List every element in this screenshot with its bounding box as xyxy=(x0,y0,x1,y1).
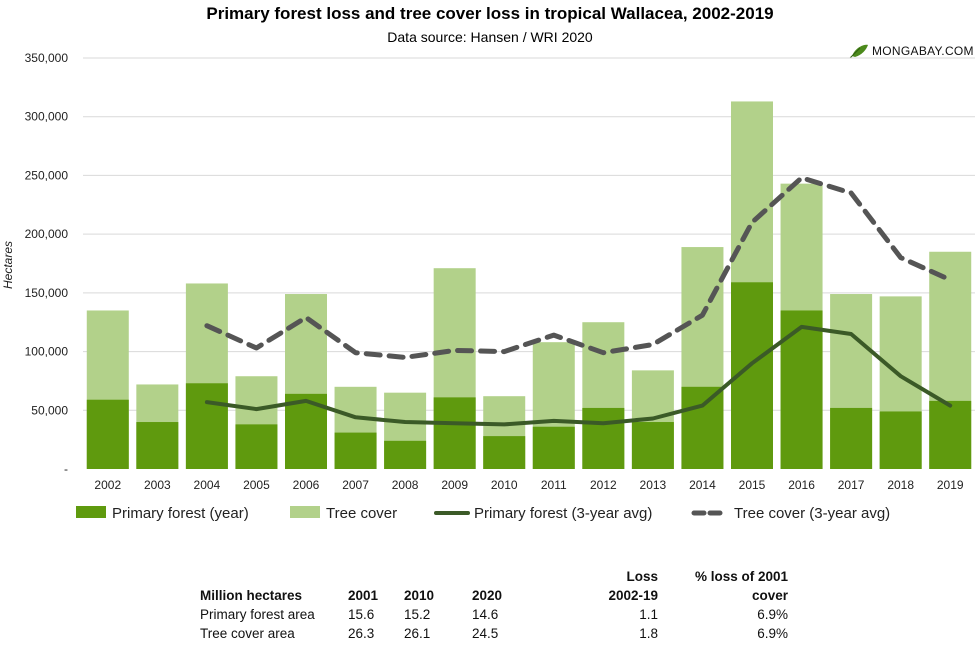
x-tick-label: 2004 xyxy=(194,478,221,492)
legend-swatch xyxy=(290,506,320,518)
legend-label: Tree cover (3-year avg) xyxy=(734,505,890,522)
tree-cover-avg-line xyxy=(204,175,953,360)
table-header: 2001 xyxy=(348,588,379,603)
primary-forest-bar xyxy=(136,422,179,469)
table-cell: Primary forest area xyxy=(200,607,315,622)
primary-forest-bar xyxy=(384,440,427,469)
x-tick-label: 2003 xyxy=(144,478,171,492)
y-axis: - 50,000 100,000 150,000 200,000 250,000 300,0… xyxy=(25,51,69,476)
x-tick-label: 2019 xyxy=(937,478,964,492)
x-tick-label: 2016 xyxy=(788,478,815,492)
table-cell: 14.6 xyxy=(472,607,499,622)
chart: Primary forest loss and tree cover loss … xyxy=(1,4,975,522)
x-tick-label: 2008 xyxy=(392,478,419,492)
primary-forest-bar xyxy=(929,400,972,469)
legend-label: Primary forest (3-year avg) xyxy=(474,505,652,522)
y-tick-label: 200,000 xyxy=(25,227,69,241)
primary-forest-bar xyxy=(483,436,526,469)
primary-forest-bar xyxy=(780,310,823,469)
primary-forest-bar xyxy=(582,407,625,469)
table-cell: 15.6 xyxy=(348,607,375,622)
y-axis-label: Hectares xyxy=(1,241,15,289)
table-cell: 6.9% xyxy=(757,607,788,622)
table-header: cover xyxy=(751,588,788,603)
table-cell: 26.3 xyxy=(348,626,375,641)
table-header: % loss of 2001 xyxy=(694,569,788,584)
table-cell: 1.1 xyxy=(639,607,658,622)
primary-forest-bar xyxy=(334,432,377,469)
x-tick-label: 2015 xyxy=(739,478,766,492)
primary-forest-bar xyxy=(830,407,873,469)
table-header: Million hectares xyxy=(200,588,303,603)
table-cell: 15.2 xyxy=(404,607,431,622)
y-tick-label: 250,000 xyxy=(25,168,69,182)
x-axis: 2002 2003 2004 2005 2006 2007 2008 2009 2010 2011… xyxy=(94,478,963,492)
x-tick-label: 2010 xyxy=(491,478,518,492)
primary-forest-bar xyxy=(879,411,922,469)
table-cell: 24.5 xyxy=(472,626,499,641)
primary-forest-bar xyxy=(433,397,476,469)
gridlines xyxy=(83,57,975,411)
brand-name: MONGABAY.COM xyxy=(872,44,974,58)
y-tick-label: 100,000 xyxy=(25,345,69,359)
table-cell: 6.9% xyxy=(757,626,788,641)
x-tick-label: 2006 xyxy=(293,478,320,492)
table-header: 2020 xyxy=(472,588,503,603)
x-tick-label: 2005 xyxy=(243,478,270,492)
x-tick-label: 2007 xyxy=(342,478,369,492)
table-row: Tree cover area 26.3 26.1 24.5 1.8 6.9% xyxy=(200,624,788,643)
primary-forest-bar xyxy=(185,383,228,469)
chart-subtitle: Data source: Hansen / WRI 2020 xyxy=(387,29,593,45)
y-tick-label: 350,000 xyxy=(25,51,69,65)
summary-table: Loss % loss of 2001 Million hectares 200… xyxy=(200,567,788,643)
primary-forest-avg-line xyxy=(204,324,953,427)
primary-forest-bar xyxy=(86,399,129,469)
primary-forest-bar xyxy=(631,422,674,469)
table-header: 2002-19 xyxy=(608,588,658,603)
table-cell: Tree cover area xyxy=(200,626,295,641)
x-tick-label: 2012 xyxy=(590,478,617,492)
primary-forest-bar xyxy=(681,386,724,469)
legend-swatch xyxy=(76,506,106,518)
x-tick-label: 2017 xyxy=(838,478,865,492)
x-tick-label: 2014 xyxy=(689,478,716,492)
x-tick-label: 2018 xyxy=(887,478,914,492)
x-tick-label: 2002 xyxy=(94,478,121,492)
x-tick-label: 2011 xyxy=(541,478,567,492)
table-header xyxy=(200,567,348,586)
table-header-row-1: Loss % loss of 2001 xyxy=(200,567,788,586)
table-cell: 1.8 xyxy=(639,626,658,641)
table-header: Loss xyxy=(626,569,658,584)
y-tick-label: 300,000 xyxy=(25,110,69,124)
chart-title: Primary forest loss and tree cover loss … xyxy=(206,4,773,23)
table-header xyxy=(472,567,534,586)
table-header xyxy=(404,567,472,586)
primary-forest-bar xyxy=(235,424,278,469)
table-cell: 26.1 xyxy=(404,626,431,641)
table-header xyxy=(348,567,404,586)
y-tick-label: - xyxy=(64,462,68,476)
y-tick-label: 50,000 xyxy=(31,403,68,417)
primary-forest-bar xyxy=(532,426,575,469)
y-tick-label: 150,000 xyxy=(25,286,69,300)
legend-label: Primary forest (year) xyxy=(112,505,249,522)
table-row: Primary forest area 15.6 15.2 14.6 1.1 6… xyxy=(200,605,788,624)
legend: Primary forest (year) Tree cover Primary f… xyxy=(76,505,890,522)
brand-logo: MONGABAY.COM xyxy=(849,44,974,59)
x-tick-label: 2009 xyxy=(441,478,468,492)
avg-lines xyxy=(204,175,953,427)
leaf-icon xyxy=(849,44,868,59)
x-tick-label: 2013 xyxy=(640,478,667,492)
table-header: 2010 xyxy=(404,588,435,603)
legend-label: Tree cover xyxy=(326,505,397,522)
table-header-row-2: Million hectares 2001 2010 2020 2002-19 … xyxy=(200,586,788,605)
